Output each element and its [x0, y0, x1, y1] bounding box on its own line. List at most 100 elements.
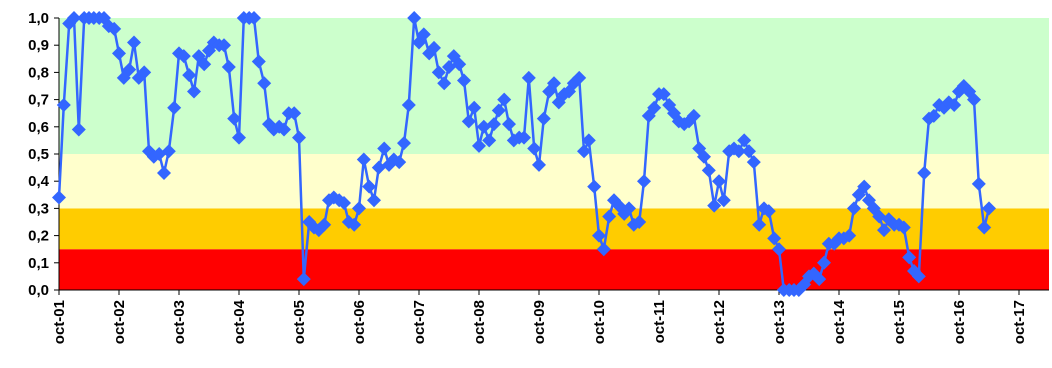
x-tick-label: oct-09	[531, 300, 548, 344]
data-point	[737, 133, 752, 148]
data-point	[122, 62, 137, 77]
y-tick-label: 0,0	[28, 282, 49, 299]
x-tick-label: oct-15	[891, 300, 908, 344]
data-point	[967, 92, 981, 107]
data-point	[592, 228, 606, 243]
data-point	[587, 179, 602, 194]
y-ticks: 0,0 0,1 0,2 0,3 0,4 0,5 0,6 0,7 0,8 0,9 1,0	[28, 10, 59, 299]
data-point	[581, 133, 596, 148]
data-point	[527, 141, 542, 156]
series-group	[52, 11, 996, 297]
x-tick-label: oct-11	[651, 300, 668, 343]
data-point	[637, 174, 651, 189]
data-point	[161, 144, 176, 159]
data-point	[532, 157, 546, 172]
data-point	[812, 272, 827, 287]
series-markers	[52, 11, 996, 297]
data-point	[337, 195, 351, 210]
x-tick-label: oct-04	[231, 299, 248, 344]
data-point	[536, 111, 551, 126]
data-point	[317, 217, 332, 232]
y-tick-label: 0,8	[28, 64, 49, 81]
x-tick-label: oct-08	[471, 300, 488, 344]
data-point	[596, 242, 611, 257]
data-point	[902, 250, 917, 265]
data-point	[772, 242, 786, 257]
data-point	[491, 103, 506, 118]
x-tick-label: oct-03	[171, 300, 188, 344]
x-tick-label: oct-05	[291, 300, 308, 344]
data-point	[982, 201, 996, 216]
y-tick-label: 0,3	[28, 200, 49, 217]
data-point	[697, 149, 711, 164]
data-point	[731, 144, 746, 159]
x-tick-label: oct-10	[591, 300, 608, 344]
data-point	[187, 84, 201, 99]
data-point	[137, 65, 152, 80]
data-point	[296, 272, 311, 287]
x-tick-label: oct-14	[831, 299, 848, 344]
x-tick-label: oct-02	[111, 300, 128, 344]
data-point	[197, 57, 212, 72]
data-point	[487, 117, 501, 132]
data-point	[767, 231, 782, 246]
data-point	[947, 98, 962, 113]
data-point	[362, 179, 377, 194]
data-point	[707, 198, 722, 213]
data-point	[497, 92, 512, 107]
data-point	[752, 217, 767, 232]
data-point	[217, 38, 231, 53]
data-point	[857, 179, 872, 194]
data-point	[71, 122, 86, 137]
data-point	[817, 255, 831, 270]
data-point	[227, 111, 242, 126]
background-bands	[59, 18, 1049, 290]
data-point	[377, 141, 392, 156]
x-tick-label: oct-01	[51, 300, 68, 344]
data-point	[971, 176, 986, 191]
band-2	[59, 154, 1049, 209]
data-point	[287, 106, 302, 121]
data-point	[716, 193, 731, 208]
data-point	[602, 209, 617, 224]
data-point	[632, 215, 647, 229]
data-point	[167, 100, 182, 115]
data-point	[877, 223, 891, 238]
data-point	[371, 160, 386, 175]
x-tick-label: oct-17	[1011, 300, 1028, 344]
data-point	[452, 57, 467, 72]
data-point	[577, 144, 591, 159]
data-point	[476, 119, 491, 134]
data-point	[712, 174, 726, 189]
data-point	[392, 155, 407, 170]
y-tick-label: 0,7	[28, 92, 49, 109]
data-point	[427, 40, 441, 55]
data-point	[127, 35, 141, 50]
data-point	[926, 108, 941, 123]
y-tick-label: 0,6	[28, 119, 49, 136]
x-tick-label: oct-12	[711, 300, 728, 344]
data-point	[502, 117, 516, 132]
data-point	[112, 46, 126, 61]
data-point	[352, 201, 366, 216]
data-point	[277, 122, 291, 137]
data-point	[461, 114, 476, 129]
y-tick-label: 0,2	[28, 228, 49, 245]
data-point	[701, 163, 716, 178]
data-point	[686, 108, 701, 123]
data-point	[182, 68, 197, 83]
data-point	[232, 130, 246, 145]
y-tick-label: 0,9	[28, 37, 49, 54]
data-point	[517, 130, 531, 145]
data-point	[977, 220, 992, 235]
data-point	[266, 122, 281, 137]
data-point	[572, 70, 587, 85]
data-point	[847, 201, 861, 216]
data-point	[761, 204, 776, 219]
data-point	[467, 100, 482, 115]
data-point	[647, 100, 662, 115]
data-point	[622, 201, 636, 216]
data-point	[176, 49, 191, 64]
data-point	[407, 11, 422, 25]
data-point	[221, 59, 236, 74]
